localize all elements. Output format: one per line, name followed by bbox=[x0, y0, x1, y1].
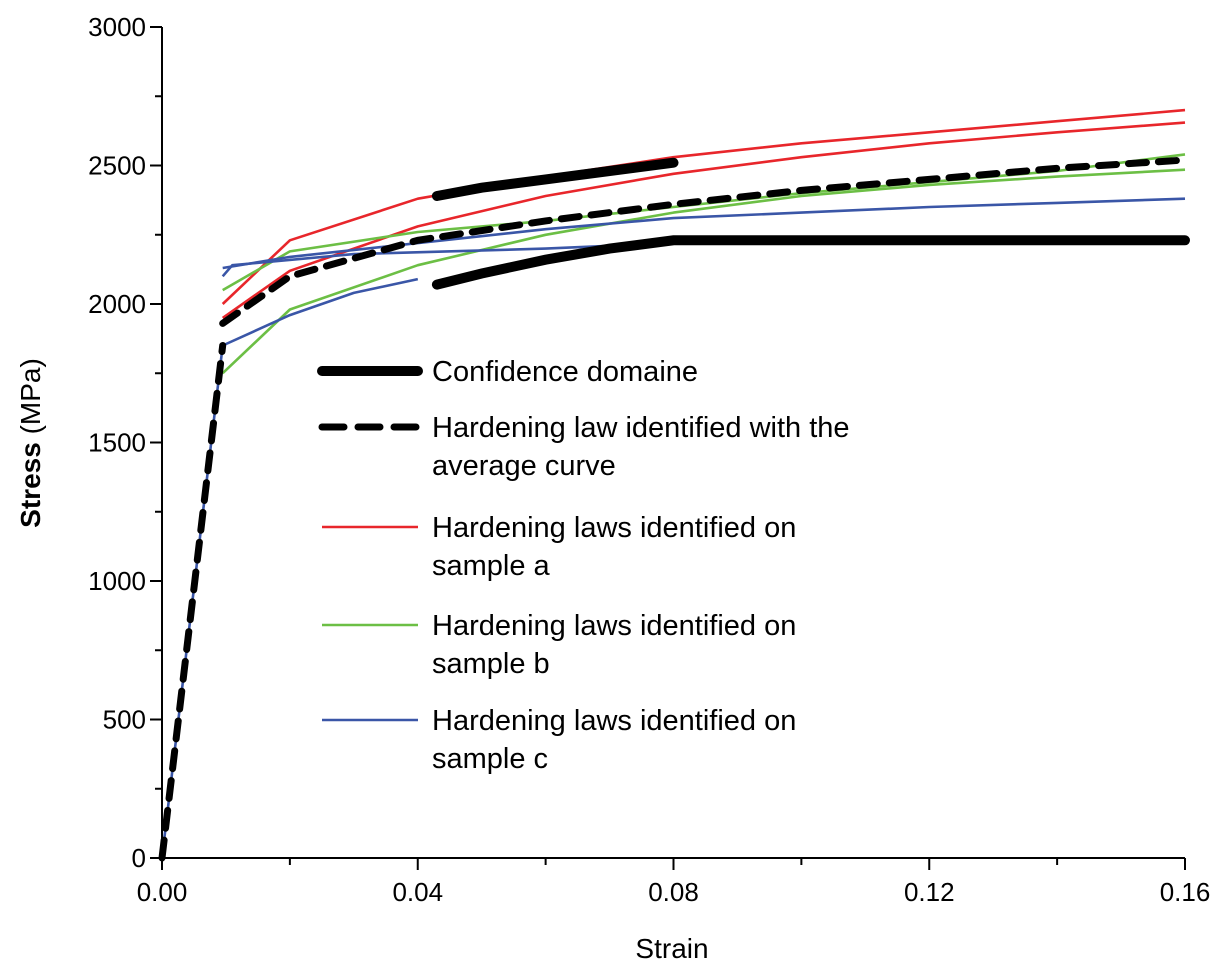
y-axis-title-unit: (MPa) bbox=[15, 358, 46, 442]
y-tick-label: 2500 bbox=[88, 151, 146, 181]
legend-label: average curve bbox=[432, 450, 616, 482]
y-axis-title-bold: Stress bbox=[15, 442, 46, 528]
legend-label: Hardening laws identified on bbox=[432, 705, 796, 737]
series-line-sample-a bbox=[221, 121, 1186, 319]
legend-label: Confidence domaine bbox=[432, 356, 698, 388]
series-line-sample-a bbox=[221, 108, 1186, 305]
y-tick-label: 2000 bbox=[88, 289, 146, 319]
axes: 0.00 0.04 0.08 0.12 0.16 0 500 1000 1500 2000 2500… bbox=[88, 12, 1210, 907]
series-line-sample-c bbox=[222, 197, 1186, 270]
legend-label: sample a bbox=[432, 550, 551, 582]
series-line-sample-b bbox=[221, 168, 1186, 375]
series-line-sample-b bbox=[222, 153, 1186, 292]
series-line-sample-c bbox=[222, 277, 419, 347]
x-tick-label: 0.08 bbox=[648, 877, 699, 907]
series-group bbox=[158, 108, 1190, 862]
series-line-average bbox=[158, 342, 227, 862]
legend-label: Hardening laws identified on bbox=[432, 512, 796, 544]
x-tick-label: 0.04 bbox=[392, 877, 443, 907]
series-line-average bbox=[219, 156, 1189, 327]
y-tick-label: 3000 bbox=[88, 12, 146, 42]
x-tick-label: 0.12 bbox=[904, 877, 955, 907]
legend-label: Hardening laws identified on bbox=[432, 610, 796, 642]
legend-label: Hardening law identified with the bbox=[432, 412, 850, 444]
legend: Confidence domaine Hardening law identifi… bbox=[317, 356, 850, 775]
x-axis-title: Strain bbox=[635, 933, 708, 964]
y-tick-label: 0 bbox=[132, 843, 146, 873]
y-tick-label: 500 bbox=[103, 705, 146, 735]
legend-label: sample c bbox=[432, 743, 548, 775]
y-tick-label: 1000 bbox=[88, 566, 146, 596]
y-axis-title: Stress (MPa) bbox=[15, 358, 46, 528]
series-line-confidence bbox=[431, 235, 1190, 290]
y-tick-label: 1500 bbox=[88, 428, 146, 458]
x-tick-label: 0.00 bbox=[137, 877, 188, 907]
legend-label: sample b bbox=[432, 648, 550, 680]
series-line-confidence bbox=[431, 157, 679, 201]
x-tick-label: 0.16 bbox=[1160, 877, 1211, 907]
